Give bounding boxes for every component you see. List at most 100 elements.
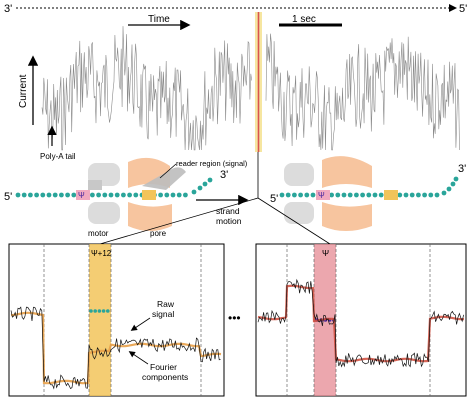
- strand-bead: [59, 192, 64, 198]
- strand-bead: [133, 192, 139, 198]
- mod-symbol-left: Ψ: [78, 191, 85, 200]
- pore-label: pore: [150, 229, 167, 238]
- zoom-line-left: [99, 197, 259, 245]
- time-label: Time: [148, 14, 170, 25]
- window-bead: [97, 309, 102, 313]
- panel-right: [255, 243, 467, 397]
- strand-bead: [416, 192, 421, 198]
- strand-bead: [52, 192, 58, 198]
- read-box-right: [384, 190, 398, 200]
- strand-bead: [453, 176, 459, 182]
- strand-left-3prime: 3': [220, 169, 228, 181]
- strand-bead: [170, 192, 176, 198]
- strand-bead: [197, 185, 203, 191]
- window-left-label: Ψ+12: [91, 249, 112, 258]
- pore-right: [284, 156, 372, 231]
- strand-bead: [298, 192, 303, 198]
- strand-left-5prime: 5': [4, 191, 12, 203]
- window-left-beads: [89, 309, 110, 313]
- strand-bead: [114, 192, 120, 198]
- window-bead: [101, 309, 106, 313]
- strand-bead: [108, 192, 114, 198]
- top-5prime-label: 5': [459, 3, 467, 15]
- strand-motion-line1: strand: [216, 206, 240, 216]
- strand-bead: [183, 192, 188, 198]
- strand-right-5prime: 5': [270, 193, 278, 205]
- raw-signal-right: [257, 278, 464, 368]
- pore-left: [88, 157, 186, 231]
- panels-ellipsis: •••: [228, 311, 241, 325]
- reader-leader-line: [159, 163, 177, 179]
- current-trace-left: [41, 26, 252, 151]
- read-box-left: [142, 190, 156, 200]
- fourier-label-line1: Fourier: [150, 362, 177, 372]
- strand-bead: [176, 192, 182, 198]
- strand-bead: [366, 192, 372, 198]
- strand-bead: [428, 192, 434, 198]
- strand-bead: [354, 192, 359, 198]
- current-trace-right: [265, 33, 460, 151]
- strand-bead: [71, 192, 77, 198]
- strand-bead: [450, 181, 456, 187]
- motor-bottom-left: [88, 202, 120, 224]
- strand-bead: [304, 192, 310, 198]
- strand-bead: [329, 192, 334, 198]
- mod-box-right: [316, 190, 330, 200]
- strand-bead: [34, 192, 39, 198]
- strand-bead: [102, 192, 108, 198]
- mod-box-left: [76, 190, 90, 200]
- strand-bead: [372, 192, 378, 198]
- strand-bead: [96, 192, 101, 198]
- strand-bead: [397, 192, 403, 198]
- panel-left: [8, 243, 225, 397]
- strand-bead: [409, 192, 415, 198]
- strand-bead: [285, 192, 291, 198]
- strand-bead: [207, 177, 213, 183]
- strand-bead: [292, 192, 297, 198]
- strand-bead: [21, 192, 27, 198]
- fourier-label-line2: components: [142, 372, 188, 382]
- window-right-label: Ψ: [322, 248, 329, 258]
- strand-bead: [378, 192, 384, 198]
- strand-bead: [90, 192, 95, 198]
- strand-bead: [279, 192, 285, 198]
- strand-motion-line2: motion: [216, 216, 242, 226]
- strand-bead: [441, 190, 447, 196]
- strand-bead: [446, 186, 452, 192]
- strand-bead: [164, 192, 170, 198]
- raw-signal-label-line2: signal: [152, 309, 174, 319]
- reader-region-shape: [142, 167, 186, 190]
- strand-bead: [40, 192, 46, 198]
- current-label: Current: [18, 74, 29, 108]
- strand-bead: [341, 192, 347, 198]
- scale-bar-label: 1 sec: [292, 14, 316, 25]
- strand-bead: [202, 181, 208, 187]
- strand-bead: [360, 192, 365, 198]
- motor-label: motor: [88, 229, 109, 238]
- strand-bead: [191, 189, 197, 195]
- mod-symbol-right: Ψ: [318, 191, 325, 200]
- raw-signal-label-line1: Raw: [157, 299, 175, 309]
- strand-bead: [335, 192, 341, 198]
- strand-right-3prime: 3': [458, 163, 466, 175]
- window-bead: [89, 309, 93, 313]
- strand-bead: [158, 192, 164, 198]
- pore-bottom-left: [128, 202, 172, 231]
- poly-a-label: Poly-A tail: [40, 152, 76, 161]
- strand-bead: [127, 192, 132, 198]
- strand-bead: [65, 192, 70, 198]
- strand-bead: [403, 192, 409, 198]
- zoom-line-right: [257, 197, 331, 245]
- strand-bead: [434, 192, 440, 198]
- strand-bead: [310, 192, 316, 198]
- reader-label: reader region (signal): [176, 159, 248, 168]
- strand-bead: [15, 192, 21, 198]
- fourier-left: [10, 311, 222, 385]
- strand-bead: [422, 192, 427, 198]
- strand-bead: [347, 192, 353, 198]
- top-3prime-label: 3': [4, 3, 12, 15]
- fourier-arrow: [128, 351, 149, 365]
- raw-signal-left: [10, 306, 221, 390]
- strand-bead: [28, 192, 33, 198]
